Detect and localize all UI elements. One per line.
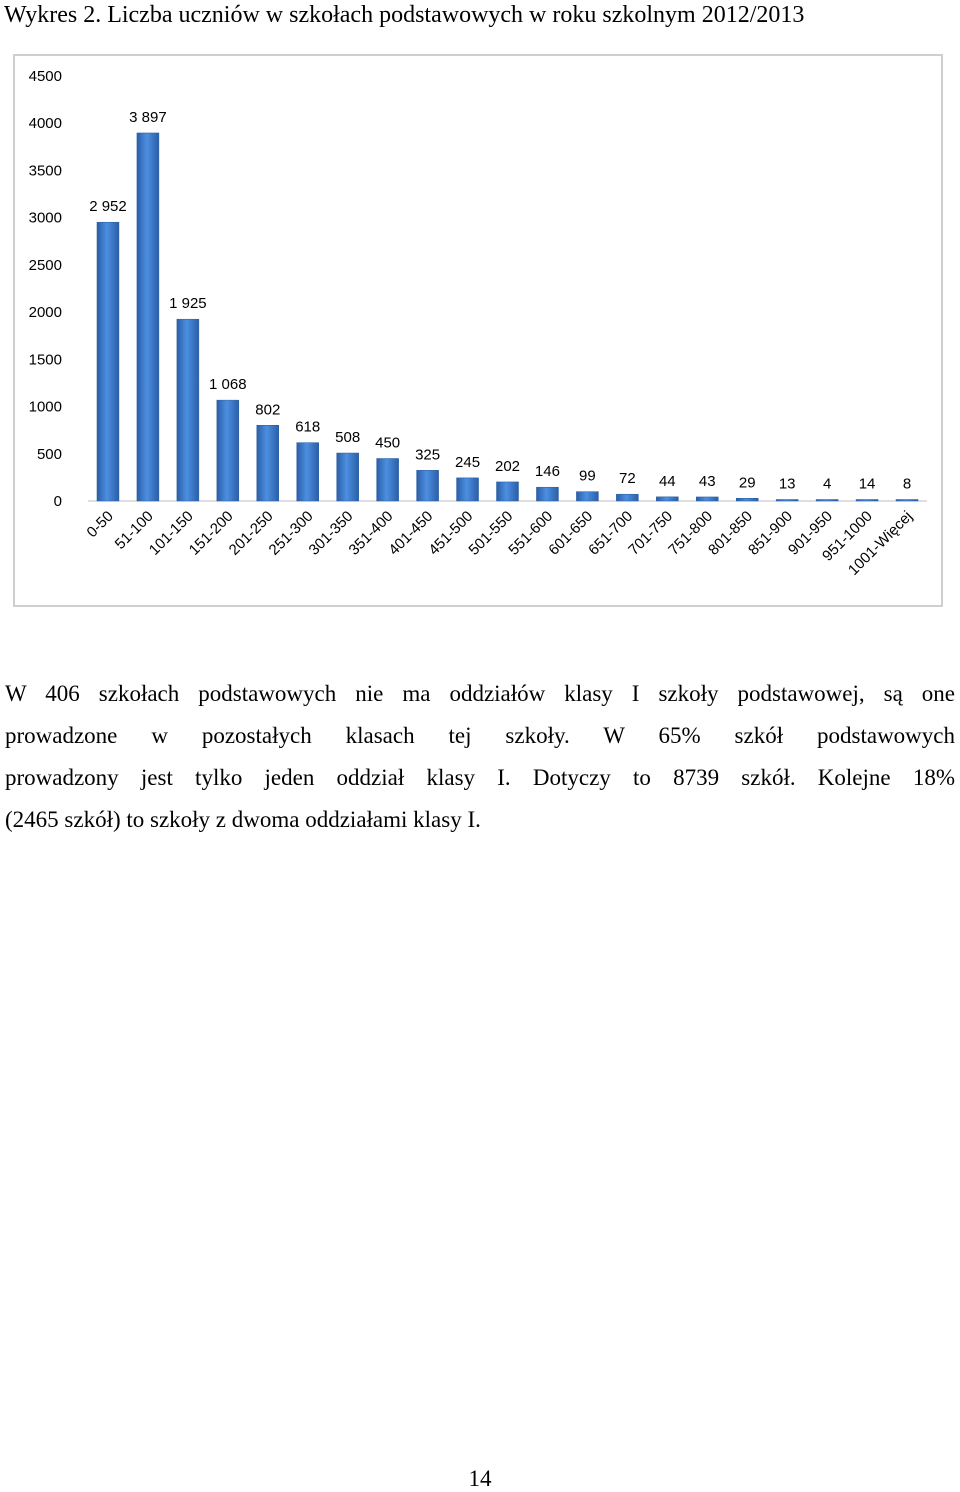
figure-caption: Wykres 2. Liczba uczniów w szkołach pods… [4,2,805,28]
bar [576,491,599,502]
bar [616,493,639,502]
y-tick-label: 4500 [29,68,62,85]
bar [696,496,719,502]
data-label: 8 [903,476,911,493]
data-label: 13 [779,476,796,493]
data-label: 43 [699,473,716,490]
data-label: 29 [739,474,756,491]
data-label: 1 925 [169,295,207,312]
y-tick-label: 3000 [29,210,62,227]
bar [176,318,200,502]
y-tick-label: 2500 [29,257,62,274]
bar [416,470,439,502]
data-label: 44 [659,473,676,490]
bar [775,499,799,502]
bar [296,442,319,502]
y-tick-label: 3500 [29,162,62,179]
data-label: 325 [415,446,440,463]
data-label: 99 [579,468,596,485]
paragraph-line: (2465 szkół) to szkoły z dwoma oddziałam… [5,807,481,832]
data-label: 450 [375,435,400,452]
bar [336,452,359,502]
bar [855,499,879,502]
y-tick-label: 1000 [29,399,62,416]
page-number: 14 [468,1466,492,1491]
bar [895,499,919,502]
bar [815,499,839,502]
bar [656,496,679,502]
bar [456,477,479,502]
bar [536,486,559,502]
data-labels: 2 952 3 897 1 925 1 068 802 618 508 450 325 245 20… [89,109,911,493]
data-label: 4 [823,476,831,493]
data-label: 1 068 [209,376,247,393]
bars [96,132,919,502]
data-label: 618 [295,419,320,436]
bar [735,498,759,502]
body-paragraph: W 406 szkołach podstawowych nie ma oddzi… [5,673,955,841]
y-axis-ticks: 0 500 1000 1500 2000 2500 3000 3500 4000 4500 [29,68,62,510]
data-label: 2 952 [89,198,127,215]
chart-frame: 0 500 1000 1500 2000 2500 3000 3500 4000 4500 2 9… [13,54,943,607]
y-tick-label: 2000 [29,304,62,321]
y-tick-label: 1500 [29,351,62,368]
x-tick-label: 0-50 [84,508,117,541]
data-label: 3 897 [129,109,167,126]
data-label: 245 [455,454,480,471]
y-tick-label: 500 [37,446,62,463]
paragraph-line: W 406 szkołach podstawowych nie ma oddzi… [5,681,955,706]
x-axis-ticks: 0-5051-100101-150151-200201-250251-30030… [84,508,916,579]
bar [496,481,519,502]
data-label: 72 [619,470,636,487]
y-tick-label: 4000 [29,115,62,132]
data-label: 14 [859,476,876,493]
bar-chart: 0 500 1000 1500 2000 2500 3000 3500 4000 4500 2 9… [29,68,927,579]
data-label: 508 [335,429,360,446]
bar [256,425,280,502]
paragraph-line: prowadzone w pozostałych klasach tej szk… [5,723,955,748]
data-label: 146 [535,463,560,480]
bar [216,399,240,502]
y-tick-label: 0 [54,493,62,510]
data-label: 202 [495,458,520,475]
bar [96,221,120,502]
bar [136,132,160,502]
paragraph-line: prowadzony jest tylko jeden oddział klas… [5,765,955,790]
bar [376,458,399,502]
data-label: 802 [255,401,280,418]
